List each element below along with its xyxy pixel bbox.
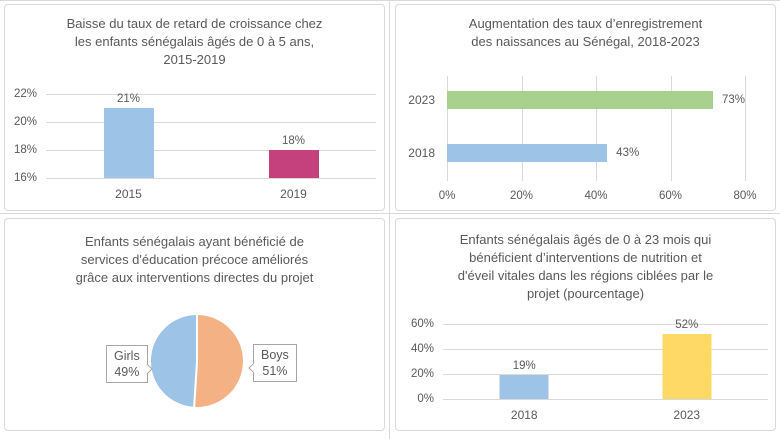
panel-nutrition-chart: Enfants sénégalais âgés de 0 à 23 mois q… [395,218,776,431]
gridline [46,178,376,179]
bar-2015: 21% [103,93,154,178]
y-axis-tick: 20% [13,115,37,128]
x-axis-label-2015: 2015 [115,187,142,201]
plot-area-nutrition: 60% 40% 20% 0% 19% 52% 2018 2023 [411,318,768,422]
chart-title-birth-registration: Augmentation des taux d’enregistrement d… [410,15,761,51]
x-axis-tick: 0% [438,190,456,202]
callout-label: Boys [261,348,289,362]
title-line: d'éveil vitales dans les régions ciblées… [457,268,714,283]
gridline [46,94,376,95]
title-line: bénéficient d’interventions de nutrition… [469,250,702,265]
y-axis-tick: 22% [13,88,37,100]
plot-area-stunting: 22% 20% 18% 16% 21% 18% 2015 2019 [14,88,376,201]
y-axis-label-2018: 2018 [408,146,435,160]
title-line: projet (pourcentage) [526,286,645,301]
bar-row-2018: 2018 43% [408,144,745,162]
bar-row-2023: 2023 73% [408,91,745,109]
plot-area-birth-registration: 2023 73% 2018 43% 0% 20% 40% 60% 80% [408,76,757,202]
chart-title-education: Enfants sénégalais ayant bénéficié de se… [19,233,370,287]
data-label: 73% [721,94,745,106]
y-axis-tick: 18% [13,144,37,156]
title-line: les enfants sénégalais âgés de 0 à 5 ans… [74,34,315,49]
gridline [46,121,376,123]
y-axis-label-2023: 2023 [408,93,435,107]
pie-slice-girls [148,313,198,409]
bar-2023: 52% [662,319,712,399]
bar-2018: 19% [499,360,549,399]
gridline [596,76,597,181]
x-axis-label-2018: 2018 [510,408,538,422]
title-line: grâce aux interventions directes du proj… [75,270,314,285]
callout-value: 51% [262,364,288,378]
gridline [670,76,672,181]
title-line: des naissances au Sénégal, 2018-2023 [471,34,700,49]
chart-title-stunting: Baisse du taux de retard de croissance c… [19,15,370,69]
title-line: 2015-2019 [163,52,226,67]
bar-2018 [447,144,608,162]
callout-girls: Girls 49% [106,345,153,383]
callout-value: 49% [114,365,140,379]
callout-label: Girls [114,349,140,363]
data-label: 21% [116,93,141,105]
data-label: 52% [675,319,699,331]
y-axis-tick: 16% [13,172,37,184]
panel-birth-registration-chart: Augmentation des taux d’enregistrement d… [395,4,776,211]
gridline [443,374,768,375]
pie-svg [148,313,245,409]
chart-title-nutrition: Enfants sénégalais âgés de 0 à 23 mois q… [410,231,761,303]
data-label: 43% [616,147,640,159]
bar-2023 [447,91,713,109]
y-axis-tick: 60% [410,318,434,330]
title-line: Baisse du taux de retard de croissance c… [66,16,323,31]
gridline [443,348,768,350]
x-axis-tick: 80% [733,190,757,202]
panel-education-pie-chart: Enfants sénégalais ayant bénéficié de se… [4,218,385,431]
y-axis-tick: 20% [410,368,434,380]
x-axis-tick: 20% [509,190,534,202]
gridline [443,324,768,325]
gridline [443,399,768,400]
x-axis-tick: 40% [584,190,608,202]
title-line: Augmentation des taux d’enregistrement [468,16,703,31]
gridline [521,76,523,181]
data-label: 18% [281,135,306,147]
gridline [46,150,376,151]
y-axis-tick: 0% [417,393,434,405]
bar-2019: 18% [268,135,319,178]
gridline [447,76,448,181]
callout-pointer [247,362,260,374]
pie-slice-boys [193,313,245,409]
gridline [745,76,746,181]
pie-chart [147,311,247,411]
x-axis-label-2023: 2023 [673,408,701,422]
panel-stunting-chart: Baisse du taux de retard de croissance c… [4,4,385,211]
title-line: Enfants sénégalais ayant bénéficié de [85,234,304,249]
data-label: 19% [512,360,536,373]
grid-divider-vertical [389,0,390,439]
x-axis-label-2019: 2019 [280,187,307,201]
title-line: Enfants sénégalais âgés de 0 à 23 mois q… [459,232,712,247]
y-axis-tick: 40% [410,342,434,355]
callout-boys: Boys 51% [247,344,297,382]
x-axis-tick: 60% [658,190,683,202]
title-line: services d'éducation précoce améliorés [80,252,309,267]
grid-rule-top [0,0,780,1]
grid-divider-horizontal [0,213,780,214]
